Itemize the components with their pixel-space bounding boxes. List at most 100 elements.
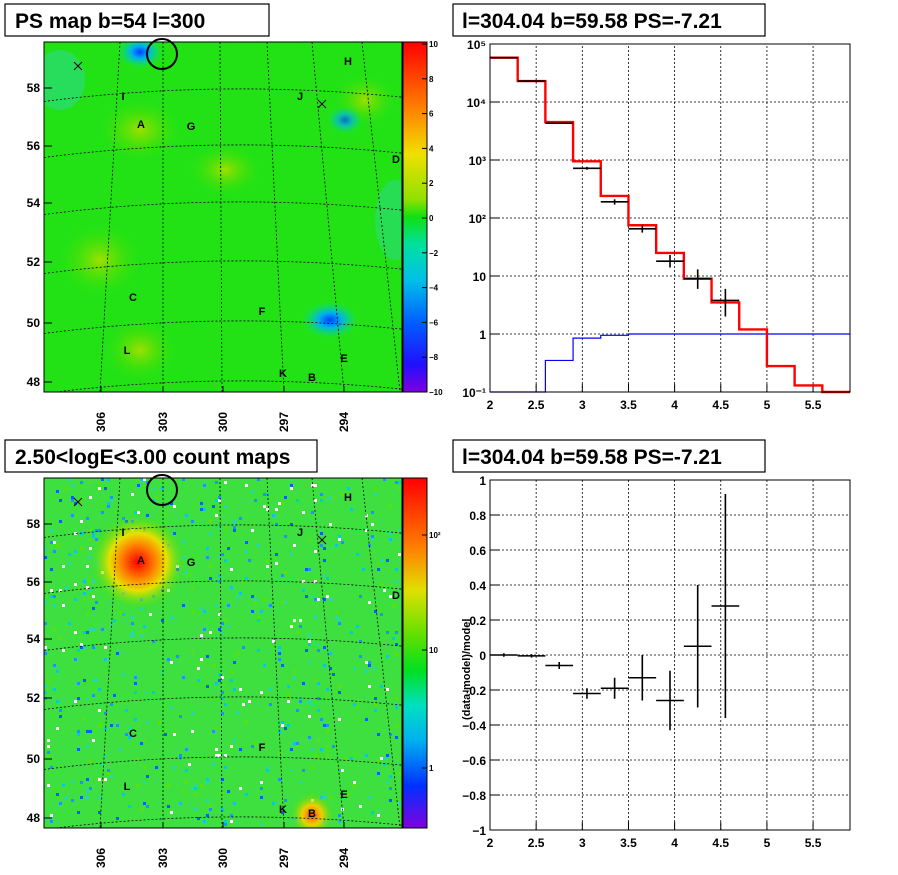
count-pixel: [59, 802, 62, 805]
count-pixel: [56, 544, 59, 547]
lat-grid-line: [44, 637, 402, 651]
count-pixel: [302, 769, 305, 772]
count-pixel: [119, 610, 122, 613]
count-pixel: [227, 790, 230, 793]
count-pixel: [263, 598, 266, 601]
lat-tick-label: 58: [27, 81, 41, 95]
count-pixel: [83, 598, 86, 601]
lon-grid-line: [361, 478, 401, 828]
count-pixel: [314, 550, 317, 553]
count-pixel: [338, 535, 341, 538]
count-pixel: [44, 622, 47, 625]
count-pixel: [395, 697, 398, 700]
count-pixel: [386, 655, 389, 658]
count-map-image: [44, 478, 402, 828]
count-pixel: [110, 724, 113, 727]
count-pixel: [104, 778, 107, 781]
count-pixel: [146, 721, 149, 724]
count-pixel: [53, 664, 56, 667]
count-pixel: [146, 481, 149, 484]
count-pixel: [146, 775, 149, 778]
count-pixel: [374, 709, 377, 712]
count-pixel: [278, 778, 281, 781]
count-pixel: [266, 565, 269, 568]
count-pixel: [89, 481, 92, 484]
count-pixel: [272, 514, 275, 517]
count-pixel: [62, 565, 65, 568]
count-pixel: [230, 568, 233, 571]
count-pixel: [131, 616, 134, 619]
count-pixel: [200, 508, 203, 511]
count-pixel: [182, 676, 185, 679]
count-pixel: [206, 799, 209, 802]
count-pixel: [167, 805, 170, 808]
count-pixel: [98, 529, 101, 532]
count-pixel: [140, 478, 143, 481]
count-pixel: [203, 484, 206, 487]
count-pixel: [98, 481, 101, 484]
count-pixel: [320, 493, 323, 496]
count-pixel: [104, 727, 107, 730]
count-pixel: [377, 772, 380, 775]
count-pixel: [386, 559, 389, 562]
count-pixel: [86, 586, 89, 589]
count-pixel: [245, 577, 248, 580]
count-pixel: [80, 796, 83, 799]
count-pixel: [143, 781, 146, 784]
count-pixel: [140, 634, 143, 637]
count-pixel: [221, 622, 224, 625]
count-pixel: [68, 553, 71, 556]
count-pixel: [395, 631, 398, 634]
count-pixel: [149, 613, 152, 616]
colorbar-tick-label: 6: [429, 110, 434, 119]
spectrum-y-tick-label: 10: [473, 270, 487, 284]
count-pixel: [209, 805, 212, 808]
count-pixel: [308, 568, 311, 571]
count-pixel: [278, 811, 281, 814]
count-pixel: [170, 811, 173, 814]
count-pixel: [314, 598, 317, 601]
count-pixel: [326, 730, 329, 733]
count-pixel: [224, 559, 227, 562]
count-pixel: [338, 769, 341, 772]
lon-grid-line: [311, 42, 345, 392]
spectrum-y-tick-label: 10⁻¹: [462, 386, 486, 400]
count-pixel: [80, 643, 83, 646]
count-pixel: [161, 670, 164, 673]
spectrum-y-tick-label: 1: [479, 328, 486, 342]
count-pixel: [89, 547, 92, 550]
count-pixel: [101, 478, 104, 481]
count-pixel: [338, 622, 341, 625]
count-pixel: [275, 523, 278, 526]
count-pixel: [191, 586, 194, 589]
count-pixel: [308, 640, 311, 643]
count-pixel: [398, 487, 401, 490]
count-pixel: [260, 691, 263, 694]
count-pixel: [152, 499, 155, 502]
lat-grid-line: [52, 816, 402, 828]
count-pixel: [344, 757, 347, 760]
count-pixel: [74, 532, 77, 535]
count-pixel: [365, 718, 368, 721]
count-pixel: [53, 595, 56, 598]
count-pixel: [104, 487, 107, 490]
lon-grid-line: [99, 478, 121, 828]
count-pixel: [359, 805, 362, 808]
count-pixel: [221, 676, 224, 679]
count-pixel: [170, 706, 173, 709]
count-pixel: [356, 553, 359, 556]
count-pixel: [53, 688, 56, 691]
source-label: A: [137, 555, 145, 567]
count-pixel: [110, 703, 113, 706]
count-pixel: [338, 820, 341, 823]
count-pixel: [380, 757, 383, 760]
count-pixel: [44, 556, 47, 559]
count-pixel: [242, 580, 245, 583]
residual-title-box: [452, 439, 766, 473]
count-pixel: [59, 637, 62, 640]
count-pixel: [383, 763, 386, 766]
count-pixel: [167, 658, 170, 661]
count-pixel: [368, 517, 371, 520]
count-pixel: [386, 754, 389, 757]
count-pixel: [80, 646, 83, 649]
